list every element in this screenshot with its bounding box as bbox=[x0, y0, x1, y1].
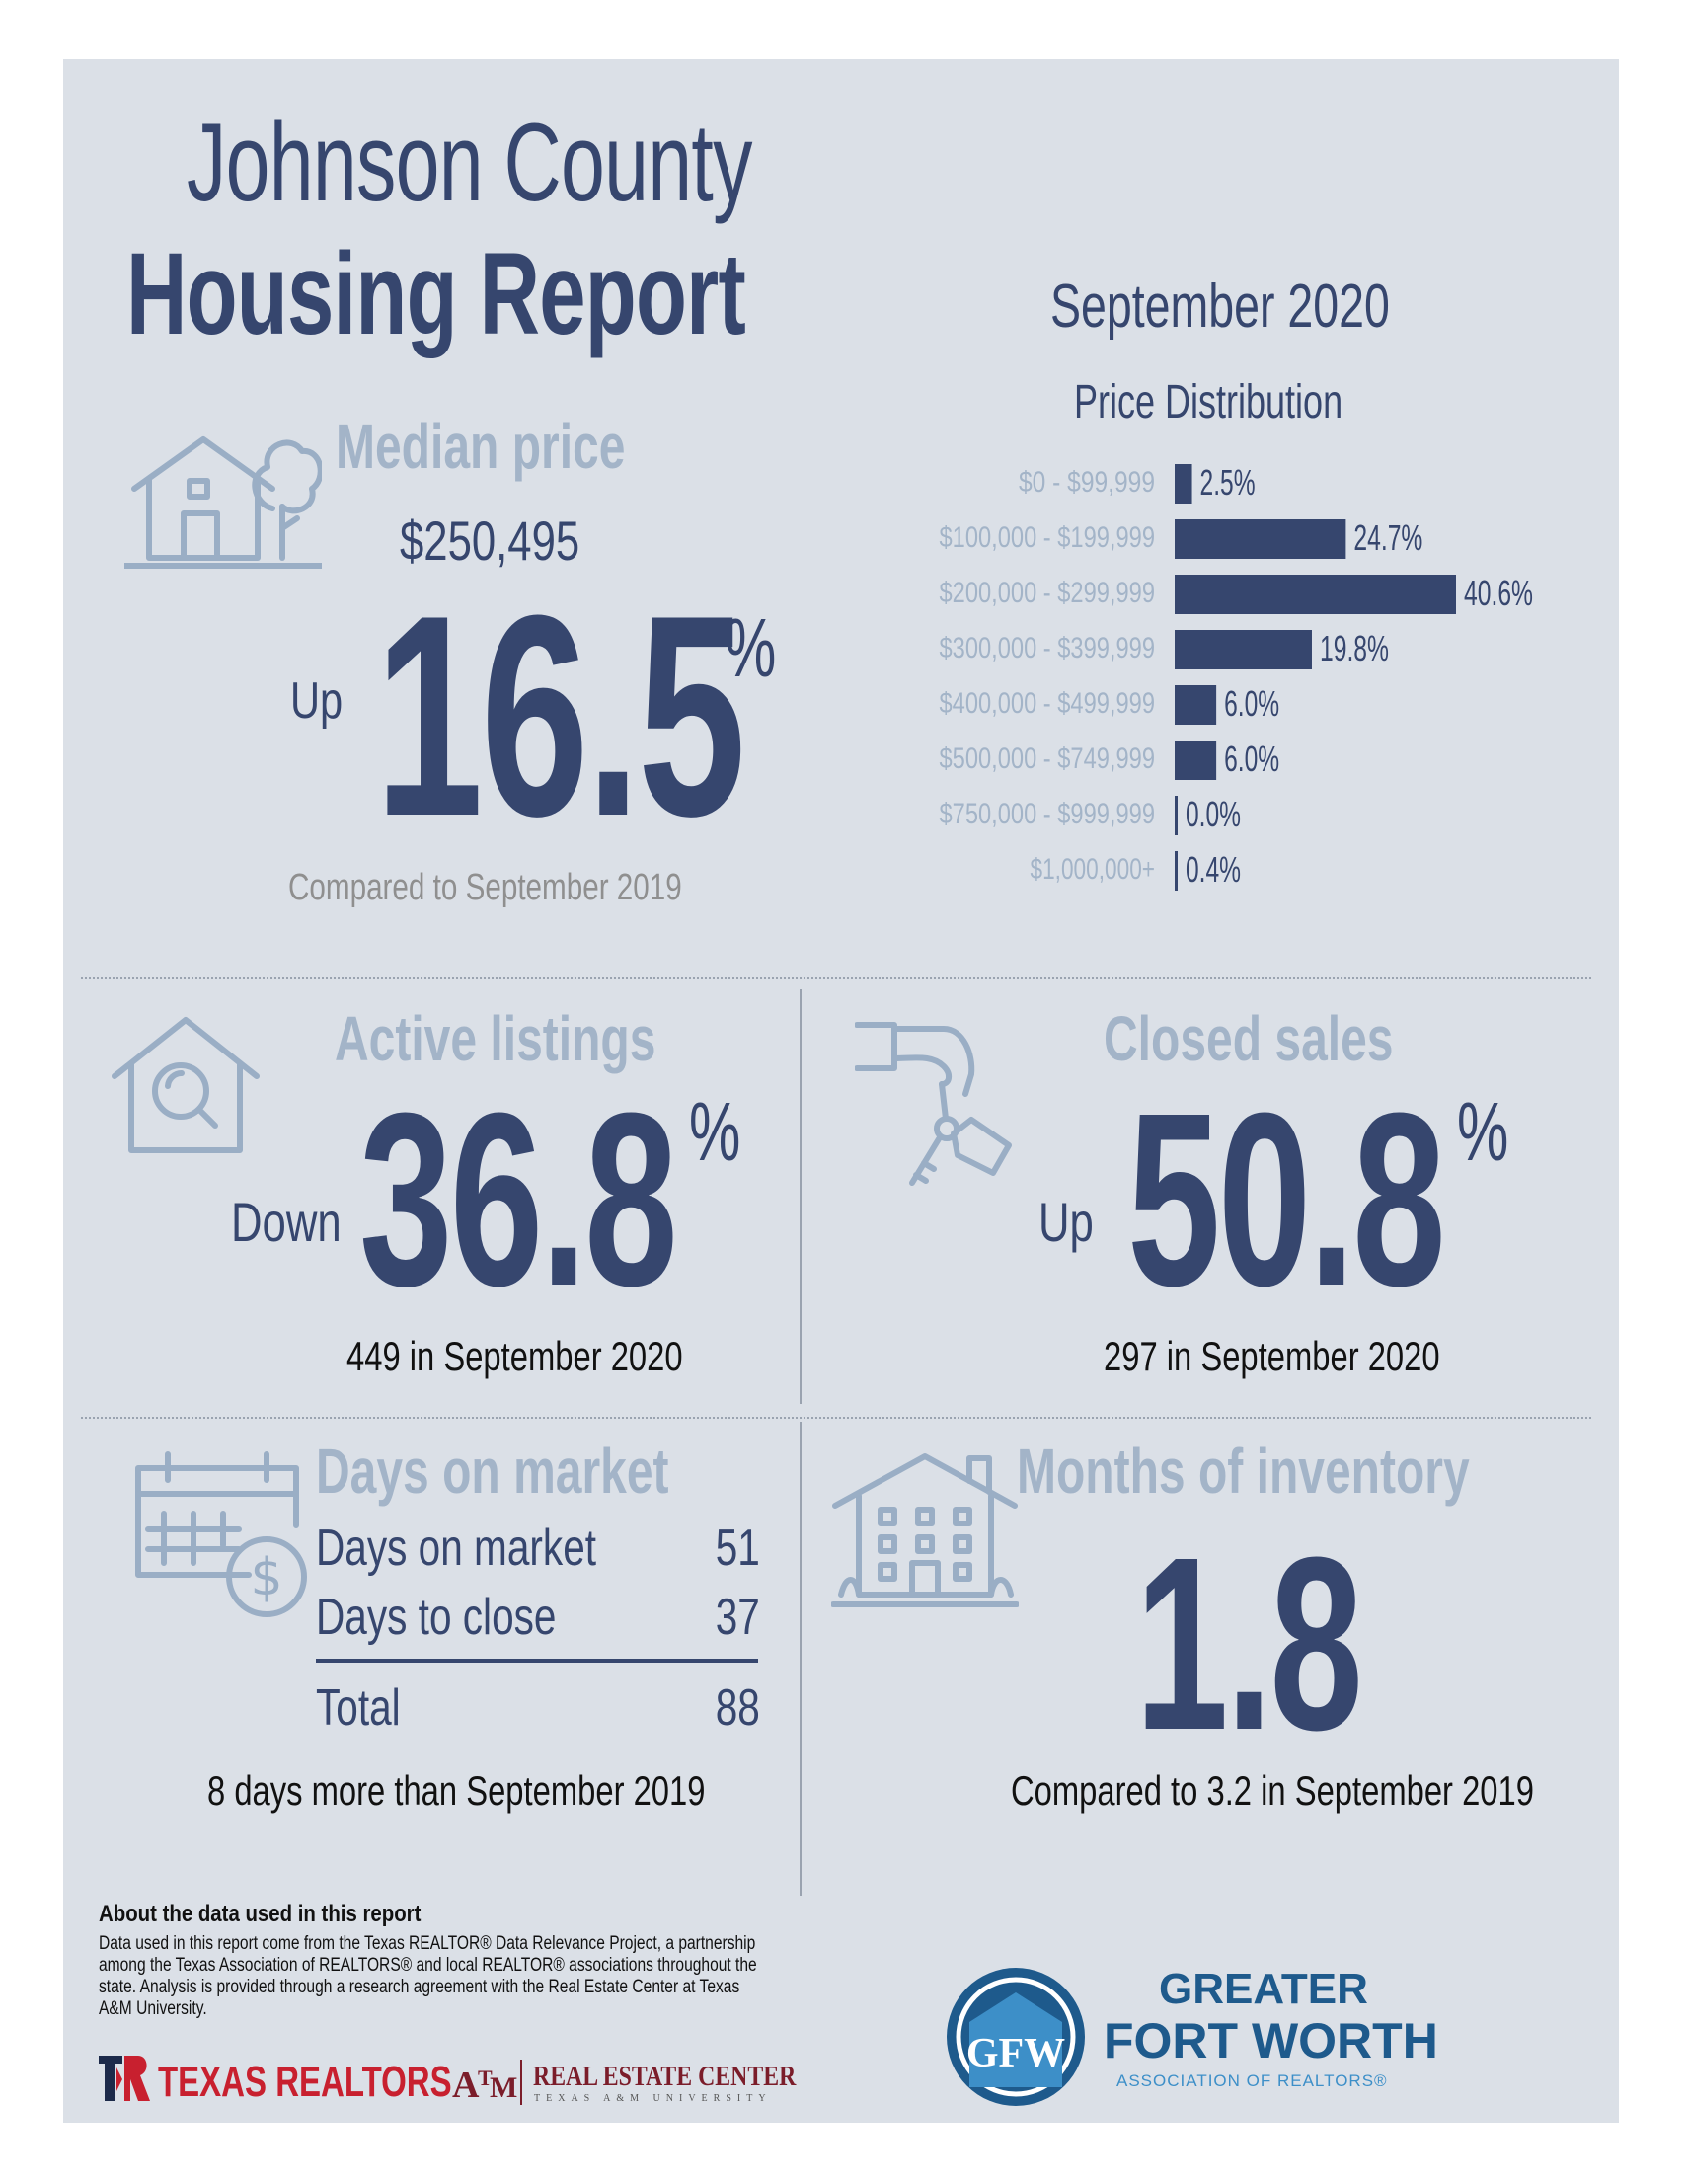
median-percent-sign: % bbox=[725, 601, 777, 694]
median-compare: Compared to September 2019 bbox=[288, 867, 682, 908]
price-bar bbox=[1175, 575, 1456, 614]
svg-text:M: M bbox=[490, 2071, 517, 2104]
vertical-divider-2 bbox=[800, 1422, 802, 1896]
price-bar bbox=[1175, 741, 1217, 780]
gfw-line-3: ASSOCIATION OF REALTORS® bbox=[1116, 2071, 1388, 2090]
price-category-label: $200,000 - $299,999 bbox=[940, 577, 1156, 609]
real-estate-center-sub: TEXAS A&M UNIVERSITY bbox=[534, 2093, 772, 2104]
dom-row-value: 37 bbox=[715, 1589, 760, 1646]
title-line-2: Housing Report bbox=[126, 229, 746, 359]
price-distribution-title: Price Distribution bbox=[1074, 376, 1343, 429]
months-inventory-label: Months of inventory bbox=[1017, 1436, 1470, 1507]
price-distribution-chart: $0 - $99,999 2.5% $100,000 - $199,999 24.7%… bbox=[940, 462, 1533, 891]
price-value-label: 24.7% bbox=[1353, 517, 1422, 558]
closed-direction: Up bbox=[1038, 1191, 1094, 1253]
gfw-line-2: FORT WORTH bbox=[1104, 2013, 1438, 2068]
price-bar bbox=[1175, 630, 1312, 669]
price-bar bbox=[1175, 685, 1217, 725]
closed-sales-label: Closed sales bbox=[1104, 1003, 1394, 1074]
median-price-value: $250,495 bbox=[400, 509, 580, 572]
vertical-divider-1 bbox=[800, 989, 802, 1404]
price-bar bbox=[1175, 796, 1178, 835]
price-category-label: $100,000 - $199,999 bbox=[940, 521, 1156, 554]
hand-keys-icon bbox=[855, 1022, 1012, 1186]
price-category-label: $500,000 - $749,999 bbox=[940, 742, 1156, 775]
real-estate-center-text: REAL ESTATE CENTER bbox=[533, 2062, 797, 2092]
closed-percent: 50.8 bbox=[1127, 1061, 1446, 1337]
active-percent: 36.8 bbox=[359, 1061, 678, 1337]
closed-percent-sign: % bbox=[1457, 1085, 1509, 1178]
dom-row-value: 51 bbox=[715, 1520, 760, 1577]
calendar-dollar-icon: $ bbox=[135, 1451, 307, 1617]
price-value-label: 0.4% bbox=[1186, 849, 1241, 890]
active-direction: Down bbox=[231, 1191, 342, 1253]
house-search-icon bbox=[112, 1017, 260, 1153]
divider-1 bbox=[81, 977, 1591, 979]
price-category-label: $400,000 - $499,999 bbox=[940, 687, 1156, 720]
about-text: Data used in this report come from the T… bbox=[99, 1933, 757, 2019]
median-percent: 16.5 bbox=[375, 556, 746, 876]
price-value-label: 2.5% bbox=[1200, 462, 1256, 503]
title-line-1: Johnson County bbox=[187, 101, 752, 224]
svg-text:T: T bbox=[478, 2066, 493, 2090]
price-bar bbox=[1175, 851, 1178, 891]
active-listings-label: Active listings bbox=[335, 1003, 656, 1074]
dom-total-rule bbox=[316, 1659, 758, 1663]
house-tree-icon bbox=[124, 436, 322, 569]
price-bar bbox=[1175, 464, 1192, 504]
price-value-label: 19.8% bbox=[1320, 628, 1389, 668]
texas-am-logo-icon: A T M bbox=[452, 2060, 522, 2106]
active-percent-sign: % bbox=[689, 1085, 741, 1178]
price-category-label: $750,000 - $999,999 bbox=[940, 798, 1156, 830]
price-value-label: 40.6% bbox=[1464, 573, 1533, 613]
price-value-label: 6.0% bbox=[1224, 739, 1279, 779]
report-panel: Johnson County Housing Report September … bbox=[63, 59, 1619, 2123]
price-value-label: 6.0% bbox=[1224, 683, 1279, 724]
price-bar bbox=[1175, 519, 1346, 559]
about-title: About the data used in this report bbox=[99, 1901, 422, 1927]
price-category-label: $0 - $99,999 bbox=[1019, 466, 1155, 499]
days-on-market-label: Days on market bbox=[316, 1436, 669, 1507]
svg-text:A: A bbox=[452, 2065, 480, 2106]
svg-text:GFW: GFW bbox=[966, 2031, 1065, 2076]
active-listings-sub: 449 in September 2020 bbox=[346, 1333, 683, 1379]
days-on-market-sub: 8 days more than September 2019 bbox=[207, 1767, 706, 1814]
median-price-label: Median price bbox=[336, 411, 626, 482]
months-inventory-value: 1.8 bbox=[1135, 1506, 1363, 1781]
svg-text:$: $ bbox=[250, 1548, 282, 1607]
price-category-label: $300,000 - $399,999 bbox=[940, 632, 1156, 664]
price-category-label: $1,000,000+ bbox=[1031, 853, 1156, 886]
dom-total-value: 88 bbox=[715, 1679, 760, 1737]
dom-row-label: Days to close bbox=[316, 1589, 557, 1646]
gfw-line-1: GREATER bbox=[1159, 1965, 1368, 2013]
dom-total-label: Total bbox=[316, 1679, 401, 1737]
report-month: September 2020 bbox=[1050, 273, 1390, 341]
median-direction: Up bbox=[290, 672, 344, 730]
price-value-label: 0.0% bbox=[1186, 794, 1241, 834]
texas-realtors-logo-icon bbox=[99, 2056, 150, 2101]
texas-realtors-text: TEXAS REALTORS bbox=[158, 2058, 452, 2106]
divider-2 bbox=[81, 1417, 1591, 1419]
gfw-logo-icon: GFW bbox=[947, 1968, 1085, 2106]
building-icon bbox=[831, 1453, 1019, 1607]
months-inventory-sub: Compared to 3.2 in September 2019 bbox=[1011, 1767, 1534, 1814]
dom-row-label: Days on market bbox=[316, 1520, 597, 1577]
closed-sales-sub: 297 in September 2020 bbox=[1104, 1333, 1440, 1379]
